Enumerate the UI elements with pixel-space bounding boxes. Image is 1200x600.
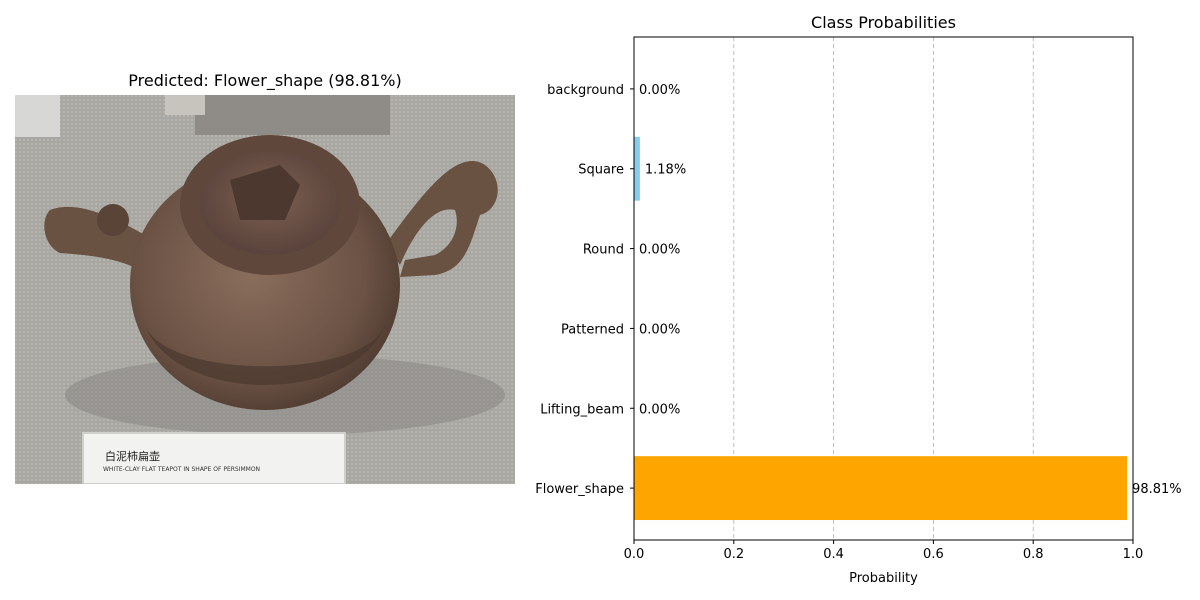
value-label: 1.18%: [645, 163, 686, 178]
x-tick-label: 0.6: [923, 547, 944, 562]
y-tick-label: Lifting_beam: [540, 402, 624, 417]
y-tick-label: Round: [583, 243, 624, 258]
x-axis-label: Probability: [849, 571, 918, 586]
bar-square: [634, 136, 640, 201]
x-tick-label: 0.4: [823, 547, 844, 562]
value-label: 0.00%: [639, 243, 680, 258]
image-title: Predicted: Flower_shape (98.81%): [128, 71, 402, 90]
teapot-photo: 白泥柿扁壶 WHITE-CLAY FLAT TEAPOT IN SHAPE OF…: [15, 95, 515, 484]
value-label: 98.81%: [1132, 482, 1182, 497]
y-tick-label: Flower_shape: [535, 482, 624, 497]
x-tick-label: 1.0: [1123, 547, 1144, 562]
bar-flower-shape: [634, 456, 1128, 521]
y-axis-ticks: background Square Round Patterned Lifting_be…: [535, 83, 634, 497]
x-axis-ticks: 0.0 0.2 0.4 0.6 0.8 1.0: [624, 540, 1144, 562]
placard-en-text: WHITE-CLAY FLAT TEAPOT IN SHAPE OF PERSI…: [103, 466, 260, 473]
value-labels: 0.00% 1.18% 0.00% 0.00% 0.00% 98.81%: [639, 83, 1182, 497]
y-tick-label: Square: [578, 163, 624, 178]
plot-frame: [633, 36, 1134, 541]
bars: [634, 136, 1128, 521]
chart-title: Class Probabilities: [811, 13, 956, 32]
x-tick-label: 0.8: [1023, 547, 1044, 562]
value-label: 0.00%: [639, 83, 680, 98]
y-tick-label: background: [547, 83, 624, 98]
y-tick-label: Patterned: [561, 322, 624, 337]
x-tick-label: 0.0: [624, 547, 645, 562]
value-label: 0.00%: [639, 402, 680, 417]
placard-cn-text: 白泥柿扁壶: [105, 449, 160, 463]
x-tick-label: 0.2: [723, 547, 744, 562]
value-label: 0.00%: [639, 322, 680, 337]
